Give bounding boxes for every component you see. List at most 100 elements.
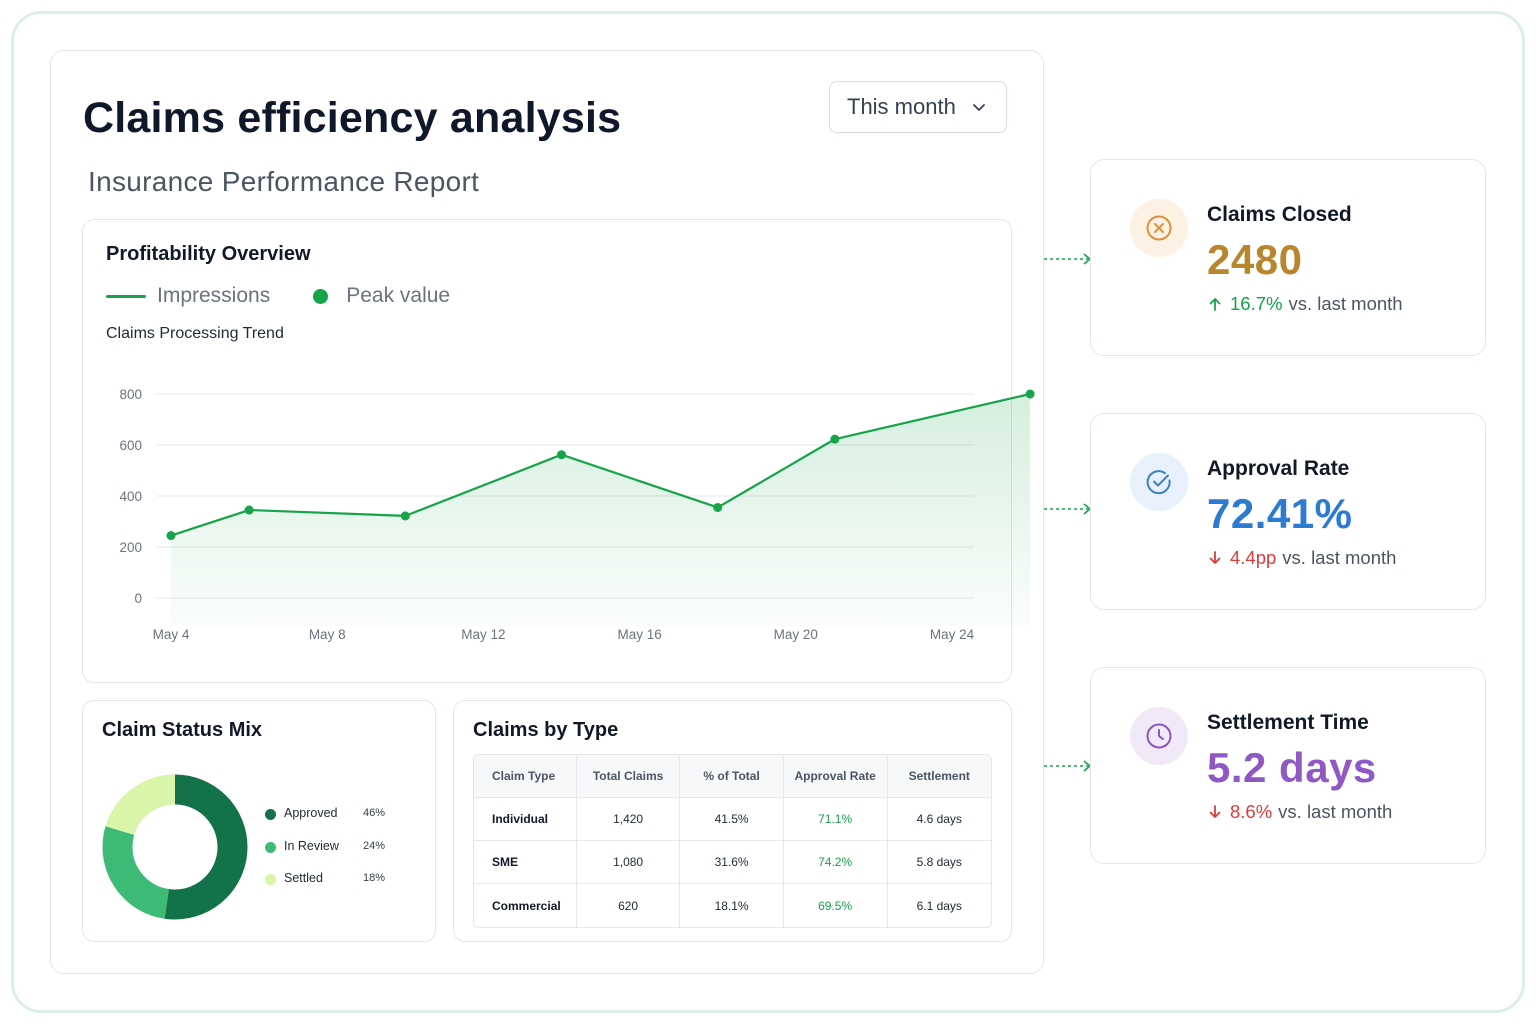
status-label: Settled [284,871,323,885]
kpi-delta: 16.7% vs. last month [1207,293,1403,315]
kpi-card-claims-closed[interactable]: Claims Closed 2480 16.7% vs. last month [1090,159,1486,356]
data-point[interactable] [830,434,840,444]
cell-claim-type: Commercial [474,884,577,927]
clock-icon [1146,723,1172,749]
period-select-value: This month [847,94,956,119]
status-percent: 18% [363,872,386,884]
x-circle-icon [1146,215,1172,241]
column-header[interactable]: Claim Type [474,755,577,798]
kpi-change-suffix: vs. last month [1282,547,1397,568]
x-tick-label: May 4 [153,627,190,642]
period-select[interactable]: This month [829,81,1007,133]
connector-arrow [1044,760,1092,772]
page-subtitle: Insurance Performance Report [88,166,480,197]
x-tick-label: May 24 [930,627,975,642]
cell-share: 31.6% [680,841,784,884]
check-circle-icon [1146,470,1171,495]
kpi-label: Settlement Time [1207,711,1369,734]
cell-approval-rate: 69.5% [784,884,888,927]
data-point[interactable] [713,502,723,512]
legend-dot-swatch [313,288,329,304]
cell-claim-type: SME [474,841,577,884]
page-title: Claims efficiency analysis [83,94,622,142]
arrow-up-icon [1209,298,1221,311]
kpi-change-suffix: vs. last month [1288,293,1403,314]
status-swatch [265,874,276,885]
status-label: Approved [284,806,338,820]
kpi-card-approval-rate[interactable]: Approval Rate 72.41% 4.4pp vs. last mont… [1090,413,1486,610]
cell-claim-type: Individual [474,798,577,841]
claims-by-type-title: Claims by Type [473,719,619,741]
table-row[interactable]: Commercial 620 18.1% 69.5% 6.1 days [474,884,991,927]
cell-settlement: 5.8 days [887,841,991,884]
column-header[interactable]: Settlement [887,755,991,798]
status-donut-chart [102,774,248,920]
data-point[interactable] [166,531,176,541]
profitability-title: Profitability Overview [106,243,311,265]
kpi-value: 2480 [1207,236,1303,283]
legend-peak-label: Peak value [346,284,451,307]
x-tick-label: May 20 [774,627,818,642]
data-point[interactable] [557,450,566,460]
kpi-value: 72.41% [1207,490,1353,537]
kpi-change-suffix: vs. last month [1278,801,1393,822]
y-tick-label: 0 [134,591,142,606]
cell-total-claims: 620 [577,884,681,927]
table-row[interactable]: SME 1,080 31.6% 74.2% 5.8 days [474,841,991,884]
kpi-change: 16.7% [1230,293,1283,314]
y-tick-label: 600 [119,438,142,453]
kpi-change: 4.4pp [1230,547,1277,568]
claim-status-title: Claim Status Mix [102,719,263,741]
y-tick-label: 400 [119,489,142,504]
donut-slice[interactable] [102,774,248,920]
data-point[interactable] [1025,389,1035,399]
data-point[interactable] [244,505,254,515]
kpi-card-settlement-time[interactable]: Settlement Time 5.2 days 8.6% vs. last m… [1090,667,1486,864]
claims-by-type-table: Claim Type Total Claims % of Total Appro… [473,754,992,928]
cell-settlement: 6.1 days [916,898,962,913]
trend-chart: 0 200 400 600 800 May 4 May 8 May 12 May 16 May 2… [119,387,1035,642]
kpi-value: 5.2 days [1207,744,1377,791]
table-row[interactable]: Individual 1,420 41.5% 71.1% 4.6 days [474,798,991,841]
column-header[interactable]: % of Total [680,755,784,798]
status-swatch [265,841,276,853]
x-tick-label: May 8 [309,627,346,642]
chart-legend: Impressions Peak value [106,284,450,308]
connector-arrow [1044,503,1092,515]
status-percent: 24% [363,839,386,852]
connector-arrow [1044,253,1092,265]
legend-line-swatch [106,294,146,298]
cell-share: 18.1% [680,884,784,927]
cell-total-claims: 1,080 [576,841,681,884]
table-header-row: Claim Type Total Claims % of Total Appro… [474,755,991,798]
arrow-down-icon [1209,805,1221,818]
kpi-label: Claims Closed [1207,203,1352,226]
cell-share: 41.5% [680,798,784,841]
kpi-icon-badge [1130,199,1188,257]
kpi-change: 8.6% [1230,801,1273,822]
kpi-label: Approval Rate [1207,457,1350,480]
cell-approval-rate: 74.2% [783,841,888,884]
y-tick-label: 800 [119,387,142,402]
y-tick-label: 200 [119,540,142,555]
chevron-down-icon [972,104,985,111]
arrow-down-icon [1209,551,1221,564]
column-header[interactable]: Total Claims [576,755,681,798]
kpi-delta: 8.6% vs. last month [1207,801,1392,823]
cell-settlement: 4.6 days [887,798,991,841]
chart-subtitle: Claims Processing Trend [106,325,284,342]
x-tick-label: May 16 [617,627,661,642]
cell-total-claims: 1,420 [576,798,681,841]
donut-slice[interactable] [102,774,248,920]
claims-by-type-card [453,700,1012,942]
cell-approval-rate: 71.1% [783,798,888,841]
kpi-icon-badge [1130,453,1188,511]
series-area [171,394,1031,626]
column-header[interactable]: Approval Rate [783,755,888,798]
status-percent: 46% [363,807,386,819]
kpi-delta: 4.4pp vs. last month [1207,547,1396,569]
status-label: In Review [284,838,339,853]
legend-impressions-label: Impressions [157,284,271,307]
data-point[interactable] [400,511,410,521]
status-swatch [265,809,276,820]
